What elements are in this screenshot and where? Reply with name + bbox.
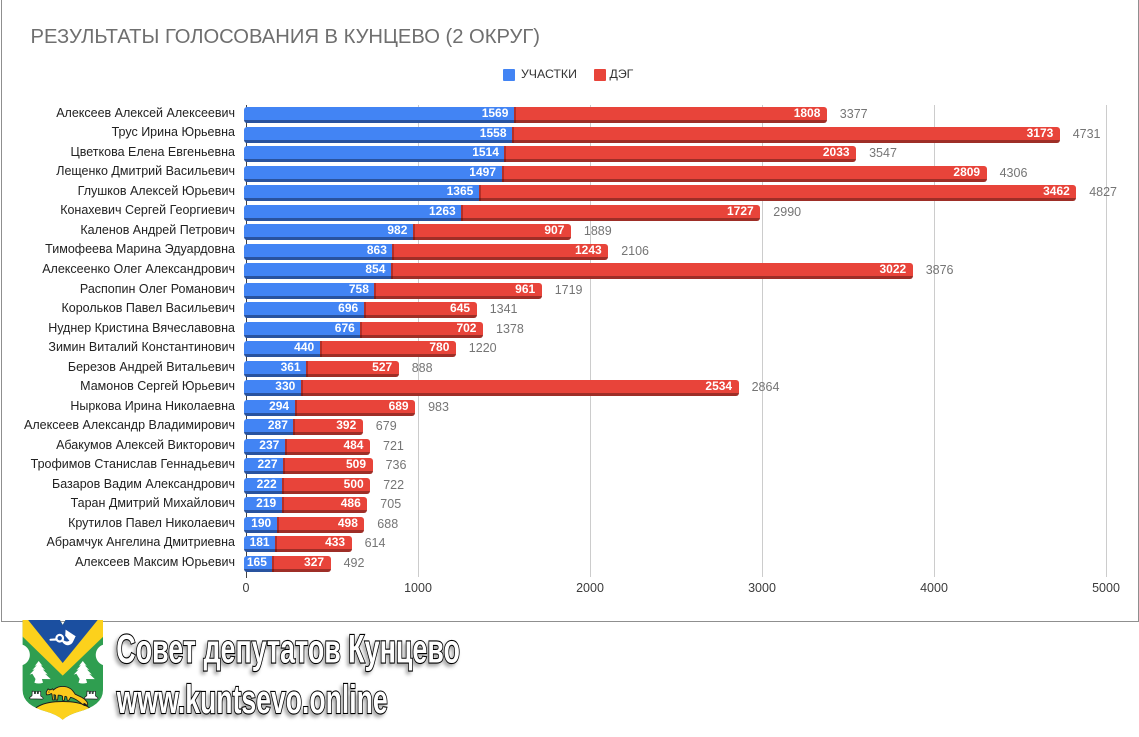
svg-text:Совет депутатов Кунцево: Совет депутатов Кунцево xyxy=(116,627,460,672)
svg-text:www.kuntsevo.online: www.kuntsevo.online xyxy=(116,678,388,723)
